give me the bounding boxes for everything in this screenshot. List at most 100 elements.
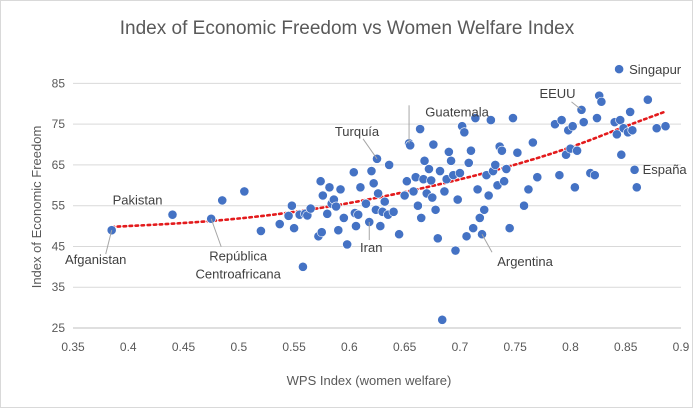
x-tick-label: 0.8 [562,340,579,354]
data-point [532,172,543,183]
data-point [419,155,430,166]
data-point [305,203,316,214]
x-tick-label: 0.9 [673,340,690,354]
data-point [324,182,335,193]
data-point [286,200,297,211]
data-point [466,145,476,156]
y-tick-label: 65 [52,158,66,172]
data-point [490,160,501,170]
annotation-leader [362,138,378,160]
data-point [446,155,456,166]
data-point [379,196,390,207]
y-tick-label: 55 [52,199,66,213]
data-point [527,137,538,148]
data-point [455,168,465,178]
data-point [651,123,662,134]
data-point [416,213,427,223]
data-point [450,245,461,256]
data-point [576,104,587,115]
data-point [338,213,349,223]
data-point [298,261,308,272]
annotation-label: Guatemala [425,104,489,119]
data-point [322,208,333,219]
y-tick-label: 25 [52,321,66,335]
annotation-label: Singapur [629,62,682,77]
annotation-label: República [209,249,268,264]
y-tick-label: 75 [52,117,66,131]
data-point [373,188,384,199]
data-point [384,160,395,170]
data-point [501,164,512,174]
data-point [463,157,474,168]
data-point [361,198,371,209]
data-point [468,223,479,234]
data-point [519,200,529,211]
data-point [589,170,600,181]
data-point [452,194,463,205]
x-axis-title: WPS Index (women welfare) [287,373,452,388]
data-point [504,223,515,234]
data-point [426,175,437,186]
data-point [631,182,642,193]
data-point [316,227,327,238]
data-point [642,94,653,105]
annotation-leader [571,101,582,111]
data-point [472,184,483,195]
data-point [342,239,353,250]
data-point [413,200,423,211]
annotation-label: Centroafricana [196,267,282,282]
data-point [611,129,622,140]
data-point [394,229,405,240]
annotation-leader [105,230,113,255]
data-point [508,113,518,123]
annotation-label: EEUU [539,86,575,101]
x-tick-label: 0.45 [172,340,196,354]
data-point [289,223,299,234]
x-tick-label: 0.35 [61,340,85,354]
y-tick-label: 85 [52,76,66,90]
x-tick-label: 0.5 [230,340,247,354]
data-point [572,145,582,156]
x-tick-label: 0.7 [452,340,469,354]
data-point [427,192,438,203]
data-point [167,209,178,220]
data-point [437,314,448,325]
data-point [470,113,481,123]
data-point [424,164,434,174]
x-tick-label: 0.75 [504,340,528,354]
data-point [578,117,589,128]
data-point [366,166,377,176]
data-point [461,231,472,242]
data-point [660,121,671,132]
data-point [368,178,379,189]
data-point [512,147,523,158]
data-point [256,226,266,236]
data-point [459,127,470,138]
data-point [432,233,443,244]
data-point [479,204,490,215]
annotation-label: Pakistan [113,193,163,208]
annotation-leader [210,218,222,247]
data-point [596,96,607,107]
data-point [353,209,364,220]
annotation-label: España [643,162,688,177]
data-point [351,221,361,231]
data-point [615,115,626,125]
data-points [106,64,671,325]
data-point [317,190,328,201]
data-point [274,219,285,229]
data-point [483,190,494,201]
data-point [333,225,344,236]
data-point [629,164,640,175]
data-point [375,221,386,231]
y-tick-label: 35 [52,280,66,294]
y-axis-title: Index of Economic Freedom [29,126,44,289]
data-point [569,182,580,193]
annotations: Singapur EEUU Guatemala Turquía España Pakist… [65,62,687,282]
axes: 25 35 45 55 65 75 85 0.35 0.4 0.45 0.5 0.55 0.6 0.65 0… [52,76,690,354]
data-point [415,124,426,134]
data-point [430,204,441,215]
data-point [625,107,636,117]
